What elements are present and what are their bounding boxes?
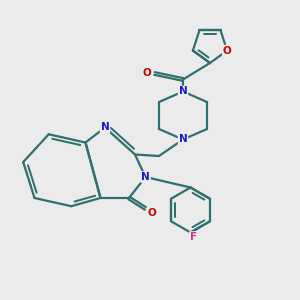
Text: F: F: [190, 232, 197, 242]
Text: O: O: [147, 208, 156, 218]
Text: O: O: [223, 46, 232, 56]
Text: N: N: [141, 172, 150, 182]
Text: N: N: [178, 134, 188, 145]
Text: N: N: [100, 122, 109, 133]
Text: O: O: [142, 68, 152, 79]
Text: N: N: [178, 86, 188, 97]
